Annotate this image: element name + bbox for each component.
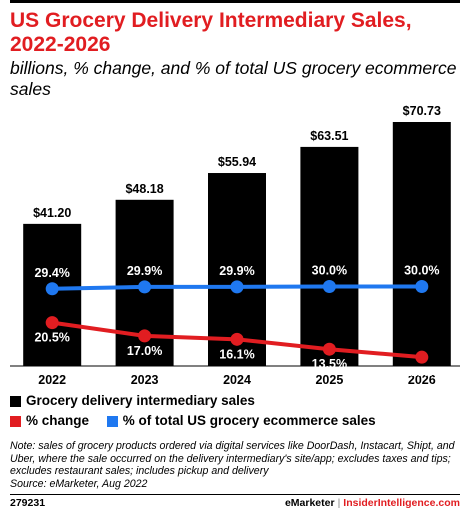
brand-footer: eMarketer | InsiderIntelligence.com xyxy=(285,497,460,509)
bar-label-2022: $41.20 xyxy=(33,206,71,220)
legend-swatch-share xyxy=(106,415,118,427)
bar-2025 xyxy=(300,146,359,366)
bar-label-2026: $70.73 xyxy=(403,104,441,118)
chart-id: 279231 xyxy=(10,497,46,509)
chart-title: US Grocery Delivery Intermediary Sales, … xyxy=(10,9,412,56)
label-change-2022: 20.5% xyxy=(34,331,69,345)
point-change-2026 xyxy=(415,350,429,364)
bar-label-2023: $48.18 xyxy=(125,182,163,196)
source-text: Source: eMarketer, Aug 2022 xyxy=(10,477,148,490)
chart-subtitle: billions, % change, and % of total US gr… xyxy=(10,58,457,99)
legend-item-share: % of total US grocery ecommerce sales xyxy=(106,413,376,429)
chart-area: $41.20 $48.18 $55.94 $63.51 $70.73 2022 2023 20… xyxy=(10,104,460,387)
bar-label-2025: $63.51 xyxy=(310,129,348,143)
legend-row-2: % change % of total US grocery ecommerce… xyxy=(10,413,390,431)
legend-row-1: Grocery delivery intermediary sales xyxy=(10,393,269,411)
legend-item-bars: Grocery delivery intermediary sales xyxy=(10,393,255,409)
x-tick-2025: 2025 xyxy=(315,373,343,387)
brand-emarketer: eMarketer xyxy=(284,497,335,509)
label-share-2026: 30.0% xyxy=(404,264,439,278)
legend-label-bars: Grocery delivery intermediary sales xyxy=(26,393,255,408)
label-share-2024: 29.9% xyxy=(219,264,254,278)
legend-label-share: % of total US grocery ecommerce sales xyxy=(122,413,376,428)
point-change-2025 xyxy=(322,342,336,356)
label-change-2025: 13.5% xyxy=(312,357,347,371)
footer-rule xyxy=(10,494,460,495)
point-change-2022 xyxy=(45,316,59,330)
label-share-2023: 29.9% xyxy=(127,264,162,278)
point-change-2023 xyxy=(138,329,152,343)
label-share-2022: 29.4% xyxy=(34,266,69,280)
point-change-2024 xyxy=(230,332,244,346)
point-share-2022 xyxy=(45,282,59,296)
point-share-2024 xyxy=(230,280,244,294)
brand-insider: InsiderIntelligence.com xyxy=(343,497,460,509)
label-change-2024: 16.1% xyxy=(219,347,254,361)
bar-label-2024: $55.94 xyxy=(218,155,256,169)
legend-swatch-change xyxy=(10,415,21,427)
point-share-2025 xyxy=(322,280,336,293)
x-tick-2023: 2023 xyxy=(131,373,159,387)
x-tick-2024: 2024 xyxy=(223,373,251,387)
chart-note: Note: sales of grocery products ordered … xyxy=(10,440,465,490)
brand-separator: | xyxy=(337,497,341,509)
label-change-2026: 11.4% xyxy=(404,365,439,379)
legend-label-change: % change xyxy=(26,413,90,428)
label-share-2025: 30.0% xyxy=(312,264,347,278)
top-rule xyxy=(10,0,460,3)
label-change-2023: 17.0% xyxy=(127,344,162,358)
x-tick-2022: 2022 xyxy=(38,373,66,387)
x-tick-2026: 2026 xyxy=(408,373,436,387)
point-share-2023 xyxy=(138,280,152,294)
point-share-2026 xyxy=(415,280,429,293)
legend-swatch-bars xyxy=(10,395,21,407)
note-text: Note: sales of grocery products ordered … xyxy=(10,440,455,477)
legend-item-change: % change xyxy=(10,413,89,429)
bar-2026 xyxy=(392,122,451,366)
